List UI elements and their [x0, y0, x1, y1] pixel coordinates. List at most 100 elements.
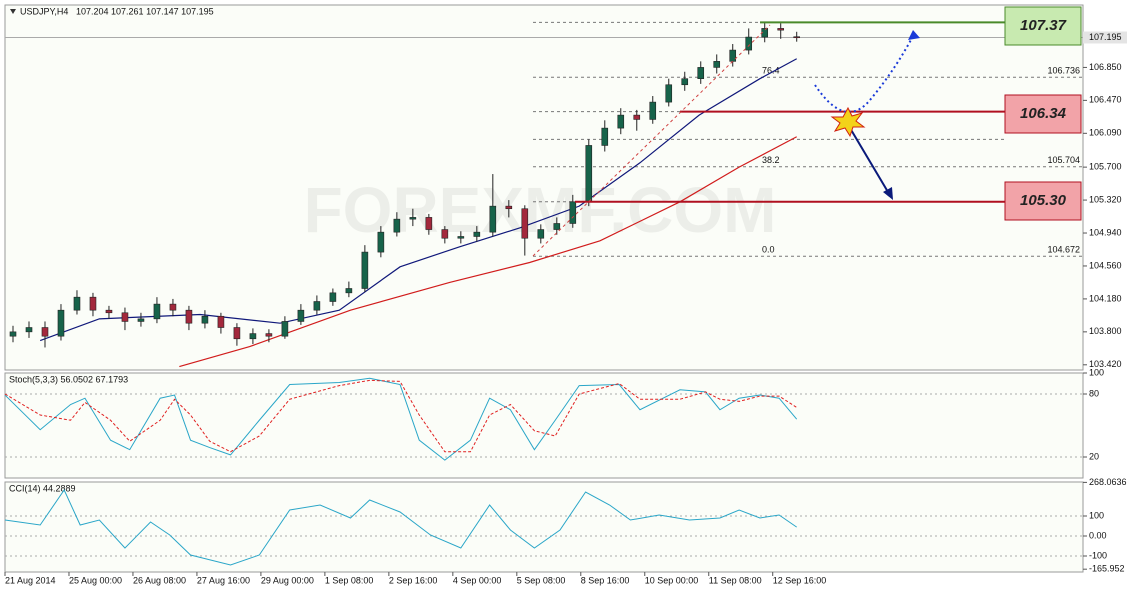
- y-tick-label: 104.180: [1089, 293, 1122, 303]
- level-box: [1004, 6, 1082, 46]
- x-tick-label: 21 Aug 2014: [5, 575, 56, 585]
- x-tick-label: 12 Sep 16:00: [773, 575, 827, 585]
- indicator-line: [4, 377, 798, 461]
- candle-body: [169, 303, 177, 311]
- indicator-title: CCI(14) 44.2889: [9, 483, 76, 493]
- indicator-line: [4, 488, 797, 566]
- y-tick-label: 0.00: [1089, 530, 1107, 540]
- candle-body: [793, 36, 801, 39]
- arrowhead: [908, 30, 920, 40]
- candle-body: [329, 292, 337, 302]
- x-tick-label: 27 Aug 16:00: [197, 575, 250, 585]
- x-tick-label: 25 Aug 00:00: [69, 575, 122, 585]
- y-tick-label: 268.0636: [1089, 477, 1127, 487]
- candle-body: [9, 331, 17, 337]
- menu-icon: [10, 9, 16, 14]
- candle-body: [441, 229, 449, 239]
- candle-body: [409, 217, 417, 220]
- candle-body: [313, 301, 321, 311]
- candle-body: [521, 208, 529, 239]
- candle-body: [217, 315, 225, 328]
- candle-body: [377, 231, 385, 253]
- cci-pane: [4, 481, 1084, 573]
- x-tick-label: 26 Aug 08:00: [133, 575, 186, 585]
- x-tick-label: 8 Sep 16:00: [581, 575, 630, 585]
- candle-body: [585, 145, 593, 203]
- y-tick-label: 104.560: [1089, 260, 1122, 270]
- y-tick-label: -100: [1089, 550, 1107, 560]
- arrowhead: [883, 187, 893, 200]
- candle-body: [153, 303, 161, 320]
- candle-body: [281, 321, 289, 337]
- projection-up: [814, 35, 914, 113]
- y-tick-label: 106.090: [1089, 128, 1122, 138]
- candle-body: [105, 309, 113, 314]
- y-tick-label: 105.700: [1089, 162, 1122, 172]
- x-tick-label: 10 Sep 00:00: [645, 575, 699, 585]
- candle-body: [473, 231, 481, 237]
- y-tick-label: 103.800: [1089, 326, 1122, 336]
- indicator-title: Stoch(5,3,3) 56.0502 67.1793: [9, 374, 128, 384]
- fib-price-label: 106.736: [1047, 66, 1080, 76]
- indicator-line: [4, 379, 797, 453]
- stoch-pane: [4, 372, 1084, 479]
- candle-body: [121, 312, 129, 322]
- candle-body: [201, 315, 209, 324]
- candle-body: [25, 327, 33, 333]
- candle-body: [633, 114, 641, 120]
- y-tick-label: -165.952: [1089, 564, 1125, 574]
- y-tick-label: 20: [1089, 451, 1099, 461]
- candle-body: [361, 251, 369, 289]
- candle-body: [185, 309, 193, 324]
- main-pane: [4, 4, 1084, 371]
- candle-body: [569, 201, 577, 224]
- candle-body: [57, 309, 65, 337]
- x-tick-label: 1 Sep 08:00: [325, 575, 374, 585]
- x-tick-label: 4 Sep 00:00: [453, 575, 502, 585]
- price-tag-label: 107.195: [1089, 32, 1122, 42]
- chart-title: USDJPY,H4: [20, 6, 68, 16]
- level-label: 107.37: [1020, 17, 1067, 34]
- level-label: 105.30: [1020, 192, 1067, 209]
- x-tick-label: 11 Sep 08:00: [709, 575, 762, 585]
- candle-body: [345, 288, 353, 294]
- level-box: [1004, 94, 1082, 134]
- x-tick-label: 5 Sep 08:00: [517, 575, 566, 585]
- price-tag: [1083, 31, 1127, 44]
- moving-average: [39, 58, 797, 342]
- projection-down: [849, 127, 889, 193]
- candle-body: [137, 318, 145, 322]
- candle-body: [297, 309, 305, 322]
- x-tick-label: 29 Aug 00:00: [261, 575, 314, 585]
- candle-body: [601, 127, 609, 146]
- y-tick-label: 106.470: [1089, 95, 1122, 105]
- candle-body: [73, 296, 81, 311]
- candle-body: [697, 67, 705, 79]
- breakout-icon: [830, 106, 866, 138]
- candle-body: [745, 36, 753, 51]
- fib-price-label: 104.672: [1047, 245, 1080, 255]
- candle-body: [233, 327, 241, 340]
- candle-body: [777, 28, 785, 31]
- fib-level-label: 0.0: [762, 245, 775, 255]
- chart-subtitle: 107.204 107.261 107.147 107.195: [76, 6, 214, 16]
- y-tick-label: 103.420: [1089, 359, 1122, 369]
- candle-body: [265, 333, 273, 337]
- candle-body: [393, 218, 401, 233]
- candle-body: [89, 296, 97, 311]
- candle-body: [489, 205, 497, 233]
- candle-body: [505, 205, 513, 210]
- candle-body: [665, 84, 673, 103]
- candle-body: [713, 61, 721, 68]
- candle-body: [457, 236, 465, 239]
- fib-level-label: 76.4: [762, 66, 780, 76]
- candle-body: [553, 223, 561, 230]
- fib-level-label: 38.2: [762, 155, 780, 165]
- candle-body: [617, 114, 625, 129]
- y-tick-label: 106.850: [1089, 62, 1122, 72]
- level-label: 106.34: [1020, 105, 1067, 122]
- candle-body: [41, 327, 49, 337]
